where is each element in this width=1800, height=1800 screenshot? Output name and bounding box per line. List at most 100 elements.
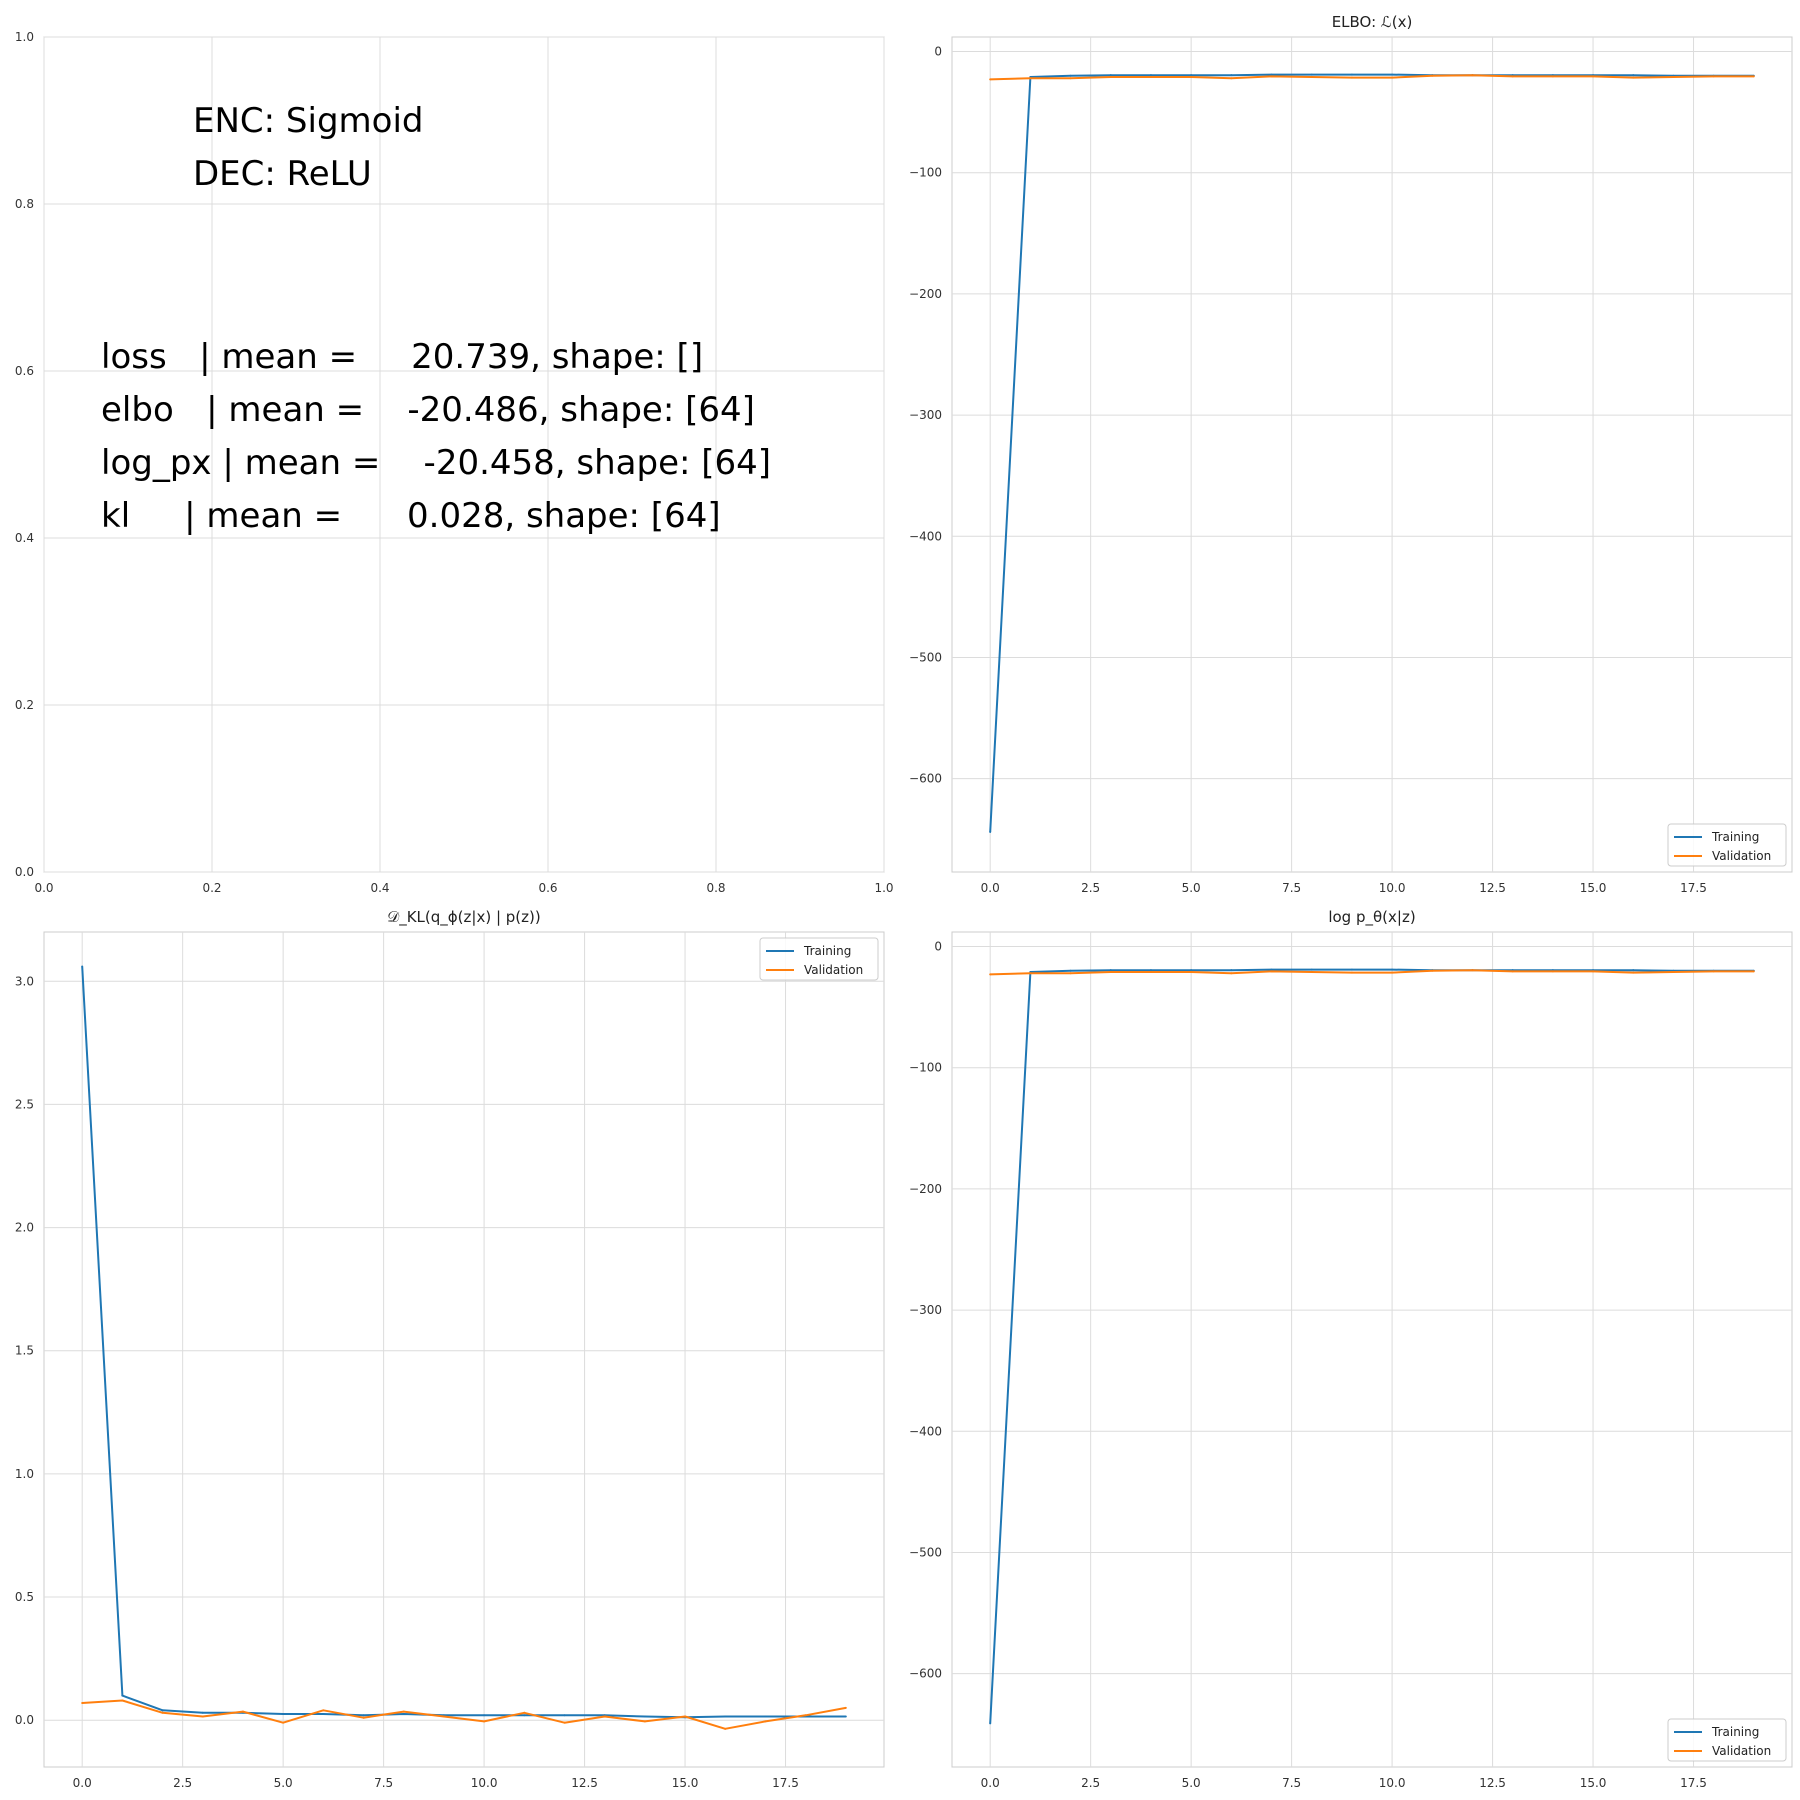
- x-tick-label: 7.5: [374, 1776, 393, 1790]
- x-tick-label: 15.0: [1580, 1776, 1607, 1790]
- y-tick-label: −200: [909, 287, 942, 301]
- data-point-validation: [1270, 970, 1273, 973]
- data-point-validation: [1029, 77, 1032, 80]
- legend-label: Validation: [1712, 849, 1771, 863]
- data-point-validation: [989, 973, 992, 976]
- data-point-training: [1069, 74, 1072, 77]
- data-point-training: [483, 1714, 486, 1717]
- legend-label: Training: [1711, 1725, 1759, 1739]
- data-point-validation: [724, 1727, 727, 1730]
- data-point-validation: [764, 1720, 767, 1723]
- y-tick-label: −200: [909, 1182, 942, 1196]
- data-point-validation: [1109, 75, 1112, 78]
- x-tick-label: 1.0: [874, 881, 893, 895]
- x-tick-label: 0.0: [981, 881, 1000, 895]
- y-tick-label: 0.8: [15, 197, 34, 211]
- data-point-validation: [322, 1709, 325, 1712]
- data-point-validation: [1592, 970, 1595, 973]
- data-point-validation: [402, 1710, 405, 1713]
- y-tick-label: −400: [909, 1424, 942, 1438]
- data-point-training: [1230, 969, 1233, 972]
- y-tick-label: 0.2: [15, 698, 34, 712]
- data-point-validation: [1672, 970, 1675, 973]
- axes-frame: [43, 36, 885, 873]
- x-tick-label: 7.5: [1282, 1776, 1301, 1790]
- series-line-validation: [990, 969, 1754, 976]
- legend: Training Validation: [759, 937, 879, 981]
- info-stat-line: loss | mean = 20.739, shape: []: [101, 337, 703, 377]
- axes-frame: [43, 931, 885, 1768]
- x-tick-label: 0.6: [538, 881, 557, 895]
- x-tick-label: 17.5: [1680, 881, 1707, 895]
- data-point-validation: [563, 1721, 566, 1724]
- data-point-validation: [1190, 970, 1193, 973]
- data-point-validation: [241, 1710, 244, 1713]
- x-tick-label: 2.5: [1081, 1776, 1100, 1790]
- x-tick-label: 10.0: [1379, 1776, 1406, 1790]
- data-point-validation: [1350, 76, 1353, 79]
- axes-frame: [951, 36, 1793, 873]
- data-point-training: [322, 1713, 325, 1716]
- data-point-validation: [643, 1720, 646, 1723]
- data-point-training: [1190, 74, 1193, 77]
- legend-label: Validation: [804, 963, 863, 977]
- data-point-training: [989, 1722, 992, 1725]
- data-point-training: [523, 1714, 526, 1717]
- data-point-validation: [1310, 75, 1313, 78]
- data-point-training: [362, 1714, 365, 1717]
- axes-frame: [951, 931, 1793, 1768]
- legend-label: Training: [1711, 830, 1759, 844]
- data-point-validation: [1511, 970, 1514, 973]
- data-point-training: [161, 1709, 164, 1712]
- x-tick-label: 5.0: [274, 1776, 293, 1790]
- data-point-training: [643, 1715, 646, 1718]
- data-point-training: [1149, 969, 1152, 972]
- data-point-validation: [1551, 970, 1554, 973]
- panel-log_px: 0.0 2.5 5.0 7.5 10.0 12.5 15.0 17.5 −600 −500 −400…: [909, 908, 1793, 1790]
- data-point-training: [724, 1715, 727, 1718]
- data-point-validation: [161, 1711, 164, 1714]
- data-point-validation: [1109, 970, 1112, 973]
- data-point-validation: [1069, 77, 1072, 80]
- data-point-training: [1391, 968, 1394, 971]
- y-tick-label: −500: [909, 1545, 942, 1559]
- data-point-training: [1310, 73, 1313, 76]
- data-point-validation: [1471, 74, 1474, 77]
- data-point-training: [1391, 73, 1394, 76]
- data-point-training: [1230, 74, 1233, 77]
- y-tick-label: 1.0: [15, 1467, 34, 1481]
- data-point-validation: [1190, 75, 1193, 78]
- y-tick-label: −300: [909, 408, 942, 422]
- data-point-validation: [1230, 972, 1233, 975]
- y-tick-label: 0: [934, 45, 942, 59]
- data-point-validation: [121, 1699, 124, 1702]
- y-tick-label: 1.5: [15, 1344, 34, 1358]
- legend-label: Validation: [1712, 1744, 1771, 1758]
- x-tick-label: 12.5: [571, 1776, 598, 1790]
- info-stat-line: elbo | mean = -20.486, shape: [64]: [101, 390, 755, 430]
- series-line-training: [989, 968, 1754, 1724]
- y-tick-label: 0.0: [15, 1713, 34, 1727]
- data-point-validation: [1431, 969, 1434, 972]
- data-point-training: [1190, 969, 1193, 972]
- data-point-validation: [804, 1714, 807, 1717]
- data-point-validation: [1672, 75, 1675, 78]
- data-point-validation: [603, 1715, 606, 1718]
- x-tick-label: 12.5: [1479, 881, 1506, 895]
- data-point-training: [1069, 969, 1072, 972]
- data-point-training: [1149, 74, 1152, 77]
- data-point-training: [1270, 968, 1273, 971]
- data-point-validation: [1029, 972, 1032, 975]
- data-point-training: [844, 1715, 847, 1718]
- x-tick-label: 0.0: [73, 1776, 92, 1790]
- data-point-training: [1632, 74, 1635, 77]
- y-tick-label: 2.0: [15, 1221, 34, 1235]
- y-tick-label: −600: [909, 1667, 942, 1681]
- chart-title: ELBO: ℒ(x): [1332, 13, 1413, 31]
- data-point-validation: [1310, 970, 1313, 973]
- x-tick-label: 15.0: [672, 1776, 699, 1790]
- x-tick-label: 5.0: [1182, 1776, 1201, 1790]
- data-point-training: [1109, 74, 1112, 77]
- data-point-training: [201, 1711, 204, 1714]
